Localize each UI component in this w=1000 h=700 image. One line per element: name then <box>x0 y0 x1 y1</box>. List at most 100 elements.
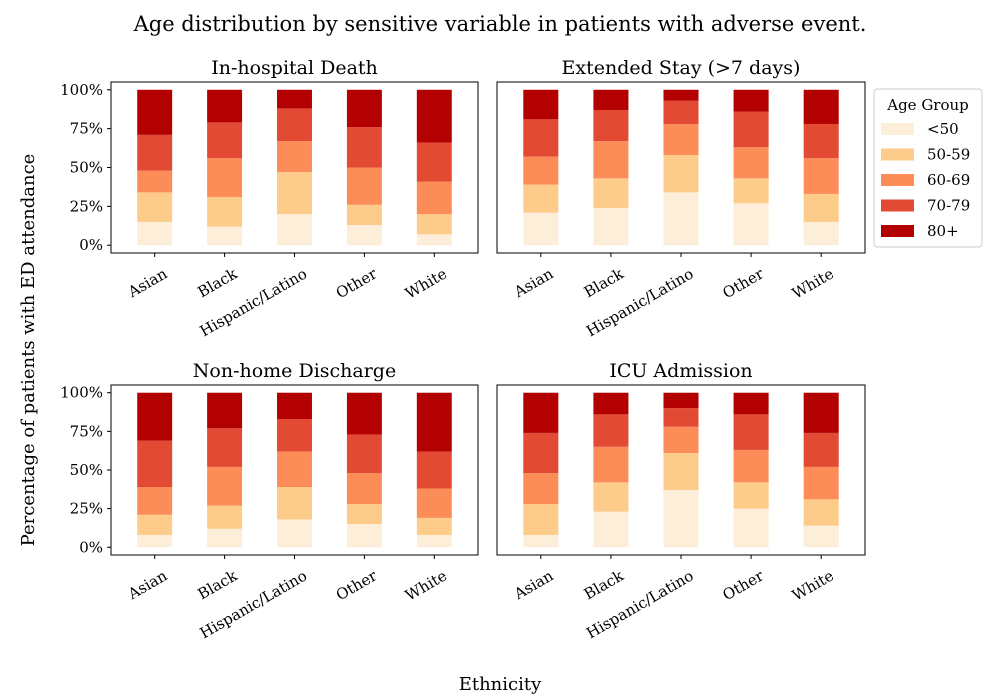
bar-hispanic-latino-80 <box>277 89 312 109</box>
bar-black-70-79 <box>593 109 629 142</box>
y-tick-label: 75% <box>70 422 103 440</box>
bar-white-60-69 <box>803 158 839 194</box>
y-tick-label: 25% <box>70 500 103 518</box>
bar-other-50-59 <box>733 178 769 204</box>
bar-asian-50 <box>523 534 559 548</box>
bar-other-50 <box>733 508 769 548</box>
bar-white-50 <box>803 221 839 246</box>
x-tick-label-other: Other <box>333 264 381 302</box>
bar-asian-80 <box>137 89 173 135</box>
bar-other-50-59 <box>733 482 769 509</box>
x-tick-label-asian: Asian <box>124 566 170 603</box>
legend-label-50-59: 50-59 <box>927 146 970 164</box>
x-tick-label-other: Other <box>333 566 381 604</box>
bar-white-80 <box>803 89 839 124</box>
figure-title: Age distribution by sensitive variable i… <box>133 12 867 36</box>
bar-black-60-69 <box>593 446 629 483</box>
x-tick-label-asian: Asian <box>124 264 170 301</box>
bar-black-60-69 <box>207 158 243 198</box>
bar-other-50 <box>346 225 382 246</box>
bar-white-50-59 <box>416 214 452 235</box>
x-axis-label: Ethnicity <box>459 674 542 695</box>
x-tick-label-white: White <box>789 567 837 605</box>
bar-white-80 <box>416 392 452 452</box>
bar-other-80 <box>733 89 769 112</box>
legend-label-60-69: 60-69 <box>927 171 970 189</box>
y-tick-label: 50% <box>70 159 103 177</box>
bar-asian-50-59 <box>523 184 559 213</box>
bar-other-80 <box>733 392 769 415</box>
bar-other-60-69 <box>346 167 382 205</box>
bar-black-50-59 <box>593 482 629 512</box>
bar-asian-70-79 <box>523 119 559 157</box>
bar-hispanic-latino-80 <box>663 392 699 409</box>
panel-title: ICU Admission <box>609 360 752 382</box>
bar-hispanic-latino-80 <box>663 89 699 101</box>
panel-non-home-discharge: Non-home Discharge 0% 25% 50% 75% 100% Asian Bl… <box>60 360 479 642</box>
legend-label-50: <50 <box>927 120 959 138</box>
bar-asian-50-59 <box>137 192 173 222</box>
y-tick-label: 50% <box>70 461 103 479</box>
x-tick-label-asian: Asian <box>510 566 556 603</box>
bar-hispanic-latino-60-69 <box>663 426 699 453</box>
bar-black-60-69 <box>207 466 243 506</box>
legend-swatch-50-59 <box>881 148 914 161</box>
y-tick-label: 25% <box>70 197 103 215</box>
x-tick-label-other: Other <box>720 566 768 604</box>
bar-black-80 <box>207 89 243 123</box>
y-tick-label: 75% <box>70 120 103 138</box>
bar-black-70-79 <box>593 414 629 447</box>
y-tick-label: 100% <box>60 81 103 99</box>
bar-hispanic-latino-50-59 <box>663 453 699 491</box>
bar-black-70-79 <box>207 428 243 467</box>
bar-hispanic-latino-70-79 <box>663 100 699 124</box>
panel-title: Extended Stay (>7 days) <box>562 57 801 79</box>
y-axis-label: Percentage of patients with ED attendanc… <box>18 154 39 547</box>
bar-other-50 <box>733 203 769 246</box>
bar-hispanic-latino-50-59 <box>277 172 312 215</box>
bar-hispanic-latino-50-59 <box>663 155 699 193</box>
legend-label-80: 80+ <box>927 222 959 240</box>
bar-other-60-69 <box>733 147 769 179</box>
bar-hispanic-latino-50 <box>663 490 699 548</box>
bar-white-50 <box>416 234 452 246</box>
bar-black-70-79 <box>207 122 243 159</box>
bar-asian-70-79 <box>523 432 559 474</box>
bar-black-50 <box>207 226 243 246</box>
bar-asian-50-59 <box>137 514 173 535</box>
y-tick-label: 0% <box>79 236 103 254</box>
bar-hispanic-latino-50 <box>277 519 312 548</box>
y-tick-label: 0% <box>79 538 103 556</box>
bar-other-50-59 <box>346 504 382 525</box>
bar-asian-80 <box>137 392 173 441</box>
bar-asian-60-69 <box>137 170 173 193</box>
bar-other-60-69 <box>733 449 769 483</box>
bar-white-70-79 <box>803 432 839 467</box>
y-tick-label: 100% <box>60 384 103 402</box>
bar-other-70-79 <box>346 127 382 168</box>
bar-hispanic-latino-50 <box>663 192 699 246</box>
x-tick-label-other: Other <box>720 264 768 302</box>
bar-hispanic-latino-60-69 <box>277 141 312 173</box>
bar-hispanic-latino-50 <box>277 214 312 246</box>
bar-white-60-69 <box>803 466 839 500</box>
bar-white-80 <box>803 392 839 433</box>
legend: Age Group <50 50-59 60-69 70-79 80+ <box>873 88 983 248</box>
bar-asian-80 <box>523 89 559 120</box>
bar-white-60-69 <box>416 488 452 518</box>
panel-title: Non-home Discharge <box>193 360 396 382</box>
legend-label-70-79: 70-79 <box>927 197 970 215</box>
panel-extended-stay-7-days: Extended Stay (>7 days)Asian BlackHispani… <box>496 57 866 340</box>
bar-asian-70-79 <box>137 440 173 487</box>
bar-black-50 <box>207 528 243 548</box>
bar-hispanic-latino-70-79 <box>277 108 312 142</box>
bar-hispanic-latino-70-79 <box>277 419 312 452</box>
bar-black-60-69 <box>593 141 629 179</box>
bar-white-50-59 <box>803 499 839 526</box>
bar-white-60-69 <box>416 181 452 215</box>
legend-title: Age Group <box>886 96 969 114</box>
x-tick-label-black: Black <box>581 566 627 603</box>
bar-white-70-79 <box>416 142 452 182</box>
bar-other-80 <box>346 89 382 128</box>
